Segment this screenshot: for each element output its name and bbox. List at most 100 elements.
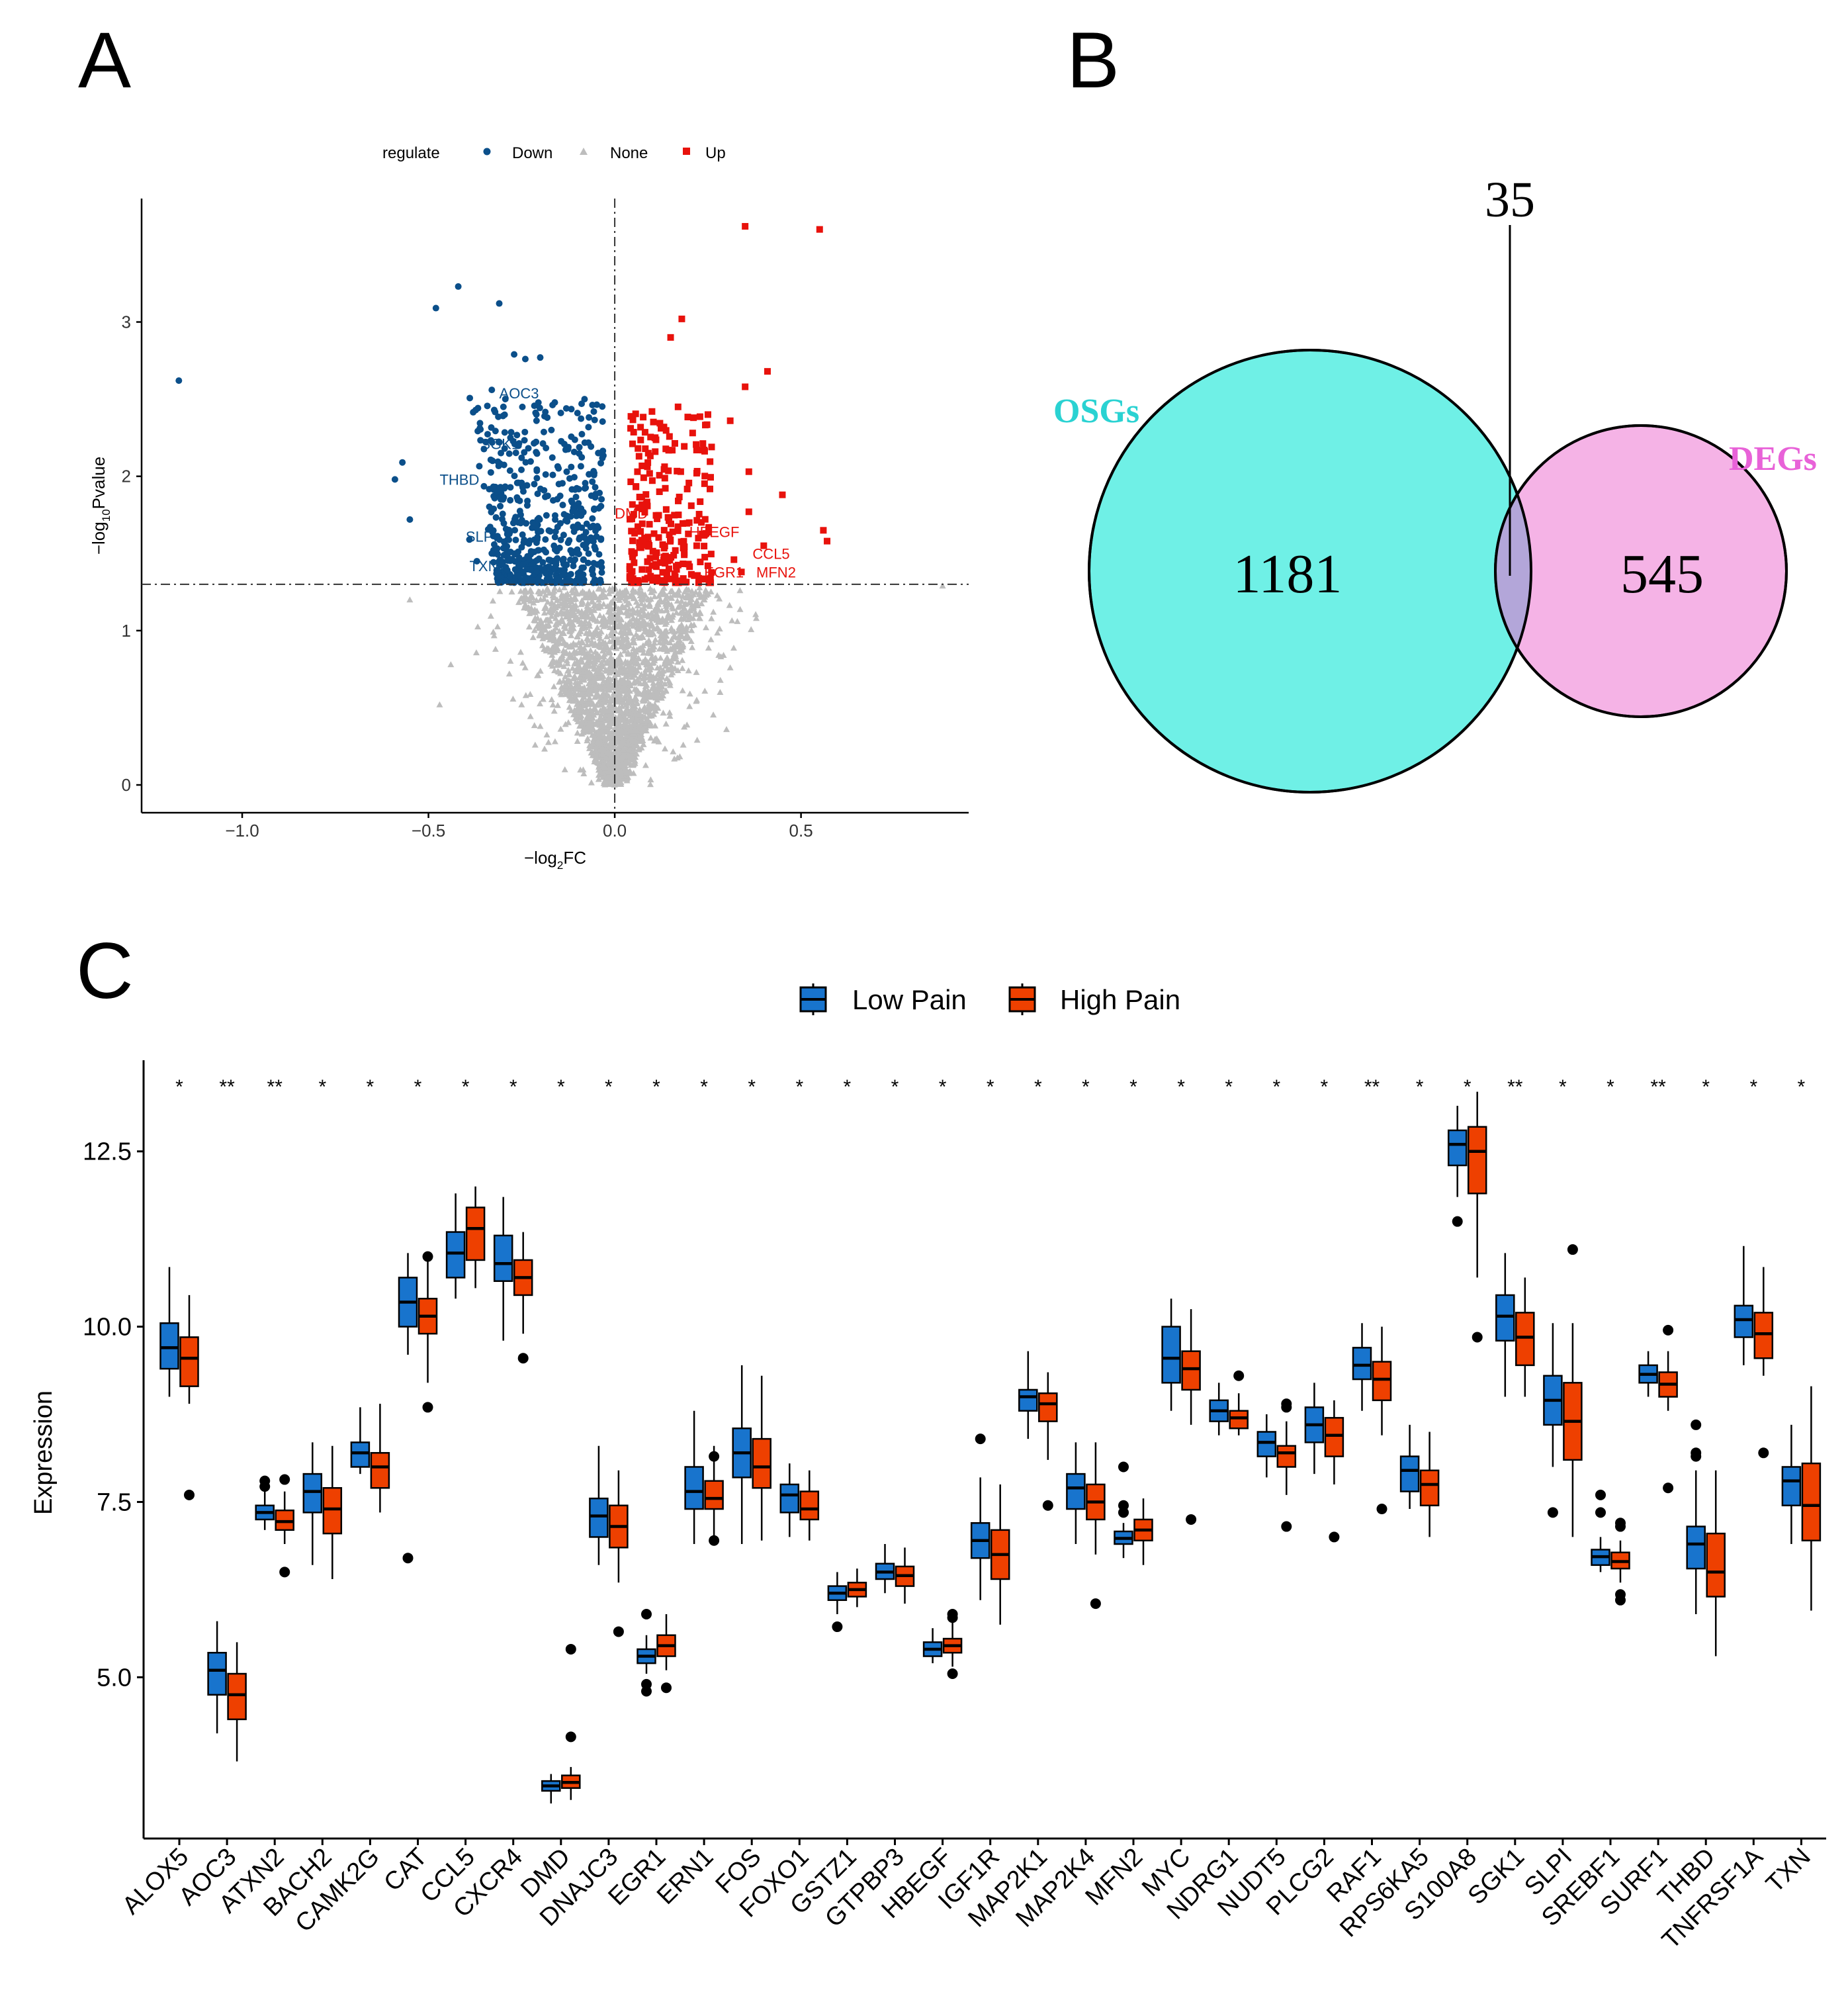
box-raf1-high-pain bbox=[1372, 1326, 1392, 1515]
none-point bbox=[666, 713, 674, 719]
none-point bbox=[496, 588, 504, 594]
none-point bbox=[600, 623, 607, 629]
none-point bbox=[707, 588, 715, 595]
box-iqr bbox=[1467, 1126, 1487, 1195]
outlier-point bbox=[517, 1353, 529, 1364]
none-point bbox=[562, 648, 570, 655]
down-point bbox=[585, 424, 592, 431]
down-gene-label: TXN bbox=[469, 558, 498, 574]
down-point bbox=[557, 536, 564, 543]
box-s100a8-high-pain bbox=[1467, 1091, 1487, 1343]
none-point bbox=[586, 668, 593, 675]
none-point bbox=[600, 751, 607, 758]
none-point bbox=[653, 735, 660, 742]
none-point bbox=[607, 653, 615, 660]
up-gene-label: EGR1 bbox=[704, 564, 744, 580]
down-point bbox=[591, 543, 598, 551]
down-point bbox=[488, 439, 496, 446]
none-point bbox=[633, 620, 640, 627]
down-point bbox=[493, 488, 500, 496]
up-point bbox=[648, 562, 656, 569]
up-point bbox=[681, 443, 688, 450]
none-point bbox=[602, 617, 609, 623]
down-point bbox=[570, 504, 578, 511]
up-point bbox=[638, 520, 646, 527]
box-surf1-low-pain bbox=[1638, 1351, 1658, 1397]
none-point bbox=[581, 645, 588, 651]
none-point bbox=[679, 664, 686, 671]
down-point bbox=[535, 576, 542, 583]
none-point bbox=[611, 595, 618, 602]
up-point bbox=[634, 523, 641, 530]
up-point bbox=[675, 511, 682, 518]
none-point bbox=[599, 708, 607, 715]
none-point bbox=[527, 713, 534, 719]
none-point bbox=[703, 624, 710, 631]
up-point bbox=[685, 561, 692, 568]
up-point bbox=[662, 445, 670, 453]
outlier-point bbox=[709, 1535, 720, 1546]
none-point bbox=[715, 651, 723, 658]
box-iqr bbox=[493, 1234, 513, 1282]
up-point bbox=[652, 553, 660, 561]
none-point bbox=[674, 634, 682, 641]
none-point bbox=[591, 642, 598, 649]
none-point bbox=[648, 685, 656, 692]
none-point bbox=[646, 641, 654, 647]
none-point bbox=[557, 725, 564, 732]
volcano-up-points bbox=[626, 222, 831, 586]
down-point bbox=[506, 526, 513, 533]
down-point bbox=[578, 512, 585, 520]
none-point bbox=[642, 628, 649, 635]
none-point bbox=[617, 754, 625, 760]
none-point bbox=[552, 624, 560, 631]
none-point bbox=[521, 664, 529, 670]
down-point bbox=[582, 540, 590, 547]
none-point bbox=[551, 594, 558, 600]
boxplot-y-tick-label: 5.0 bbox=[97, 1664, 132, 1692]
none-point bbox=[686, 703, 693, 709]
none-point bbox=[676, 643, 683, 649]
none-point bbox=[683, 623, 690, 630]
none-point bbox=[558, 691, 565, 698]
none-point bbox=[576, 682, 583, 689]
none-point bbox=[566, 671, 573, 678]
box-iqr bbox=[1018, 1388, 1038, 1412]
up-point bbox=[627, 413, 635, 420]
none-point bbox=[648, 647, 656, 653]
degs-label: DEGs bbox=[1729, 440, 1817, 478]
none-point bbox=[629, 606, 637, 612]
none-point bbox=[673, 592, 680, 598]
none-point bbox=[619, 676, 626, 683]
down-point bbox=[496, 460, 504, 467]
none-point bbox=[661, 745, 668, 752]
down-point bbox=[531, 480, 538, 488]
significance-mark: ** bbox=[219, 1076, 235, 1098]
none-point bbox=[596, 612, 603, 618]
down-point bbox=[578, 505, 585, 512]
down-point bbox=[521, 536, 528, 543]
volcano-y-tick-label: 0 bbox=[122, 775, 131, 795]
none-point bbox=[539, 696, 547, 702]
box-myc-low-pain bbox=[1161, 1298, 1181, 1411]
box-ern1-high-pain bbox=[704, 1445, 724, 1546]
up-point bbox=[655, 534, 662, 541]
outlier-point bbox=[279, 1474, 290, 1485]
volcano-y-ticks: 0 1 2 3 bbox=[122, 312, 142, 795]
up-point bbox=[647, 433, 654, 441]
box-fos-low-pain bbox=[732, 1365, 752, 1545]
down-point bbox=[576, 443, 583, 451]
significance-mark: * bbox=[891, 1076, 899, 1098]
none-point bbox=[615, 655, 622, 661]
outlier-point bbox=[1452, 1216, 1463, 1227]
none-point bbox=[623, 777, 631, 784]
up-point bbox=[646, 555, 654, 562]
none-point bbox=[584, 737, 591, 744]
none-point bbox=[633, 699, 640, 705]
none-point bbox=[619, 759, 626, 766]
box-iqr bbox=[1495, 1294, 1515, 1342]
up-point bbox=[646, 470, 653, 477]
box-iqr bbox=[370, 1452, 390, 1489]
significance-mark: * bbox=[700, 1076, 708, 1098]
up-point bbox=[698, 519, 705, 526]
